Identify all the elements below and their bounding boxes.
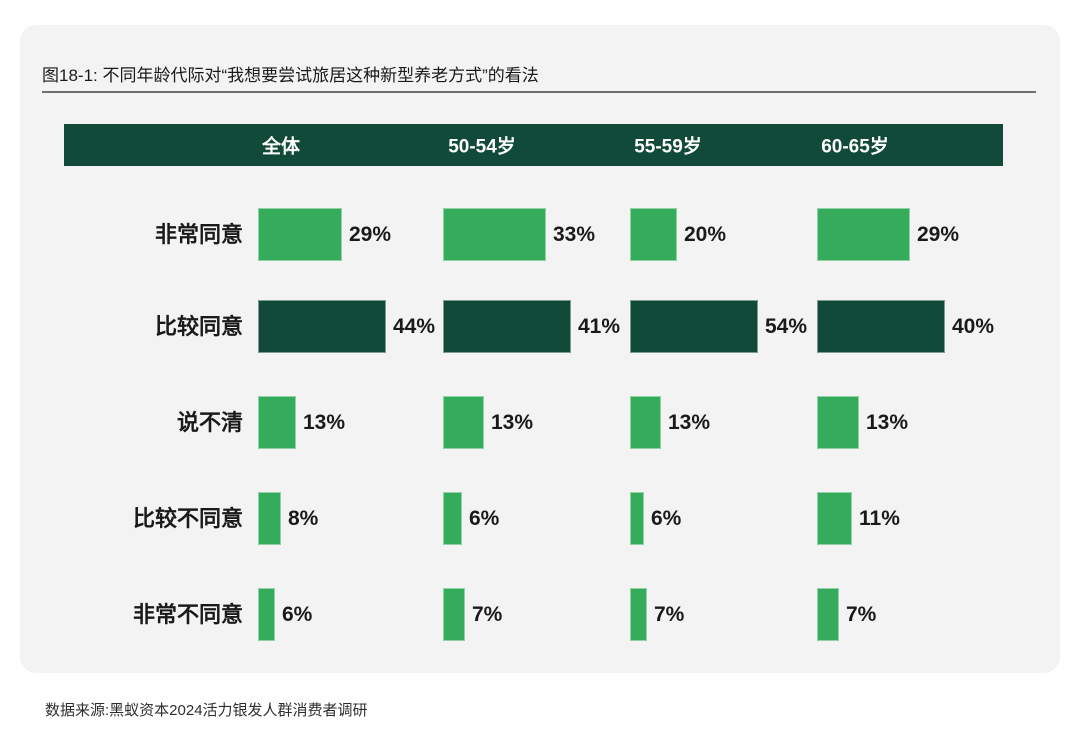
bar-value-label: 6% bbox=[282, 603, 313, 626]
bar-value-label: 13% bbox=[303, 411, 346, 434]
bar-60-65岁-非常同意 bbox=[817, 208, 910, 261]
bar-全体-比较不同意 bbox=[258, 492, 281, 545]
bar-value-label: 33% bbox=[553, 223, 596, 246]
bar-value-label: 7% bbox=[846, 603, 877, 626]
row-category-label: 比较同意 bbox=[154, 314, 243, 339]
bar-value-label: 11% bbox=[859, 507, 900, 530]
bar-50-54岁-比较不同意 bbox=[443, 492, 462, 545]
column-header-all: 全体 bbox=[261, 136, 301, 158]
title-divider bbox=[42, 91, 1036, 93]
bar-60-65岁-比较同意 bbox=[817, 300, 945, 353]
bar-value-label: 13% bbox=[866, 411, 909, 434]
bar-55-59岁-说不清 bbox=[630, 396, 661, 449]
column-header-55-59: 55-59岁 bbox=[634, 136, 702, 158]
row-category-label: 非常不同意 bbox=[132, 602, 243, 627]
bar-全体-说不清 bbox=[258, 396, 296, 449]
bar-50-54岁-非常同意 bbox=[443, 208, 546, 261]
bar-value-label: 40% bbox=[952, 315, 995, 338]
bar-55-59岁-非常同意 bbox=[630, 208, 677, 261]
bar-50-54岁-比较同意 bbox=[443, 300, 571, 353]
column-header-60-65: 60-65岁 bbox=[821, 136, 889, 158]
bar-60-65岁-说不清 bbox=[817, 396, 859, 449]
bar-value-label: 13% bbox=[668, 411, 711, 434]
bar-value-label: 6% bbox=[651, 507, 682, 530]
bar-value-label: 8% bbox=[288, 507, 319, 530]
bar-value-label: 7% bbox=[472, 603, 503, 626]
bar-50-54岁-说不清 bbox=[443, 396, 484, 449]
bar-value-label: 29% bbox=[349, 223, 392, 246]
chart-card: 图18-1: 不同年龄代际对“我想要尝试旅居这种新型养老方式”的看法 全体 50… bbox=[20, 25, 1060, 673]
bar-value-label: 20% bbox=[684, 223, 727, 246]
bar-55-59岁-非常不同意 bbox=[630, 588, 647, 641]
row-category-label: 说不清 bbox=[176, 410, 243, 435]
bar-全体-非常不同意 bbox=[258, 588, 275, 641]
bar-55-59岁-比较同意 bbox=[630, 300, 758, 353]
column-header-50-54: 50-54岁 bbox=[448, 136, 516, 158]
column-header-bar: 全体 50-54岁 55-59岁 60-65岁 bbox=[64, 124, 1003, 166]
bar-value-label: 44% bbox=[393, 315, 436, 338]
row-category-label: 非常同意 bbox=[154, 222, 243, 247]
chart-title: 图18-1: 不同年龄代际对“我想要尝试旅居这种新型养老方式”的看法 bbox=[42, 66, 539, 85]
bar-value-label: 13% bbox=[491, 411, 534, 434]
bar-55-59岁-比较不同意 bbox=[630, 492, 644, 545]
bar-value-label: 6% bbox=[469, 507, 500, 530]
bar-value-label: 29% bbox=[917, 223, 960, 246]
bar-全体-非常同意 bbox=[258, 208, 342, 261]
row-category-label: 比较不同意 bbox=[132, 506, 243, 531]
bar-value-label: 54% bbox=[765, 315, 808, 338]
bar-50-54岁-非常不同意 bbox=[443, 588, 465, 641]
bar-value-label: 41% bbox=[578, 315, 621, 338]
bar-60-65岁-非常不同意 bbox=[817, 588, 839, 641]
bar-value-label: 7% bbox=[654, 603, 685, 626]
source-note: 数据来源:黑蚁资本2024活力银发人群消费者调研 bbox=[45, 702, 368, 719]
bar-全体-比较同意 bbox=[258, 300, 386, 353]
bar-60-65岁-比较不同意 bbox=[817, 492, 852, 545]
